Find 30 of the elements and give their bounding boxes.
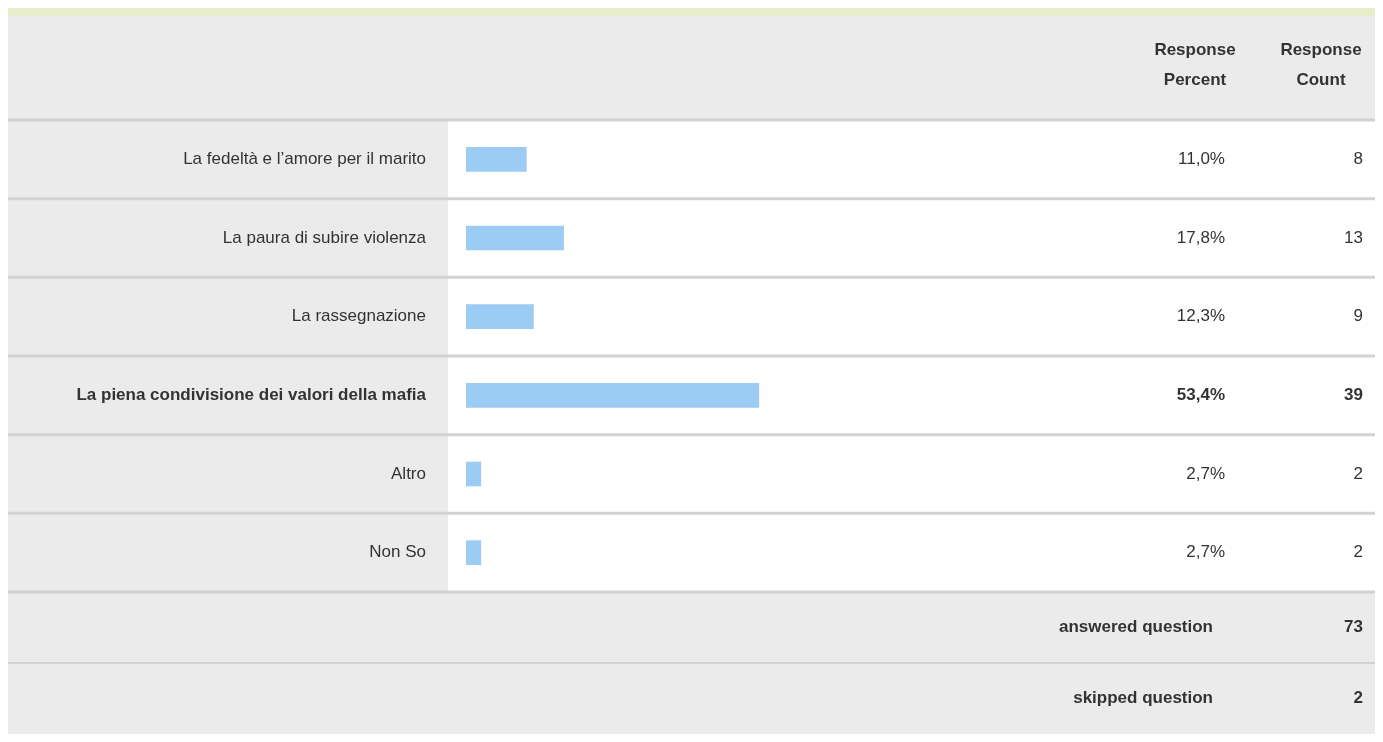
text: 2 [1353, 542, 1363, 562]
text: answered question [1059, 617, 1213, 637]
text: 2 [1353, 688, 1363, 708]
bar [466, 383, 760, 408]
bar [466, 461, 482, 487]
text: skipped question [1073, 688, 1213, 708]
data-label: 17,8% [1176, 227, 1225, 247]
text: Response Percent [1154, 39, 1236, 89]
y-tick-label: La paura di subire violenza [222, 227, 427, 247]
data-label: 2,7% [1186, 542, 1225, 562]
text: 9 [1353, 306, 1363, 326]
y-tick-label: La rassegnazione [291, 306, 426, 326]
bar [466, 304, 534, 329]
text: Response Count [1280, 39, 1362, 89]
y-tick-label: La fedeltà e l’amore per il marito [183, 149, 426, 169]
y-tick-label: Non So [369, 542, 426, 562]
text: 2 [1353, 463, 1363, 483]
y-tick-label: La piena condivisione dei valori della mafia [76, 385, 427, 405]
bar [466, 147, 527, 172]
text: 73 [1344, 617, 1363, 637]
y-tick-label: Altro [391, 463, 426, 483]
bar [466, 540, 482, 565]
text: 13 [1344, 227, 1363, 247]
data-label: 53,4% [1176, 385, 1225, 405]
text: 39 [1344, 385, 1363, 405]
data-label: 12,3% [1176, 306, 1225, 326]
text: 8 [1353, 149, 1363, 169]
data-label: 2,7% [1186, 463, 1225, 483]
bar [466, 225, 564, 251]
data-label: 11,0% [1178, 149, 1225, 169]
